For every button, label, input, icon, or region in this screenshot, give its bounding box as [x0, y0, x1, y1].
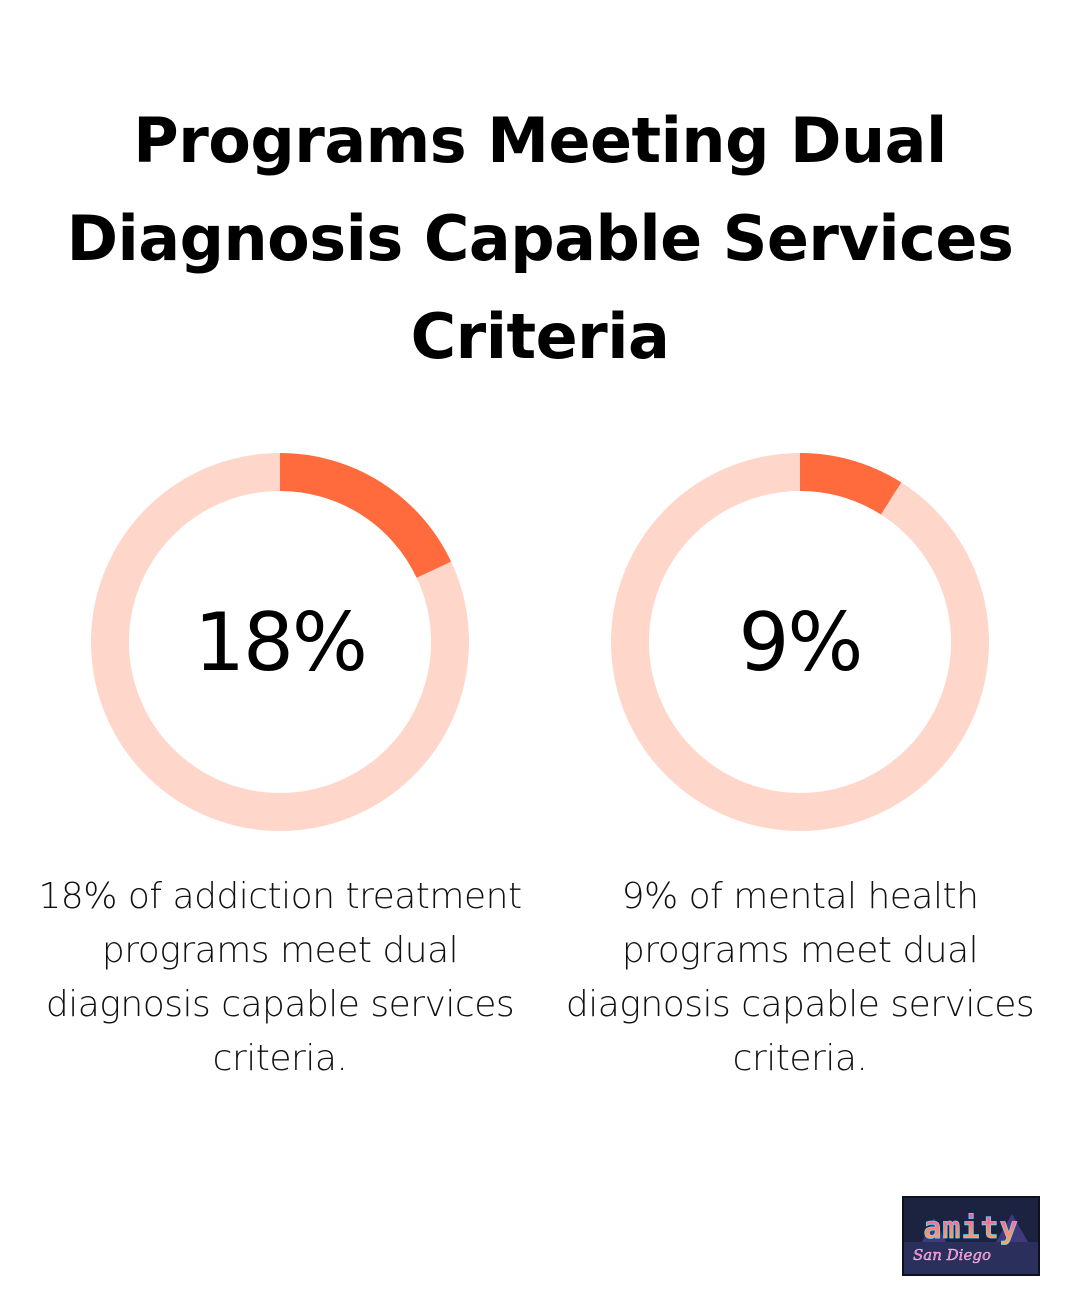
donut-value-arc	[611, 453, 989, 831]
donut-svg-addiction	[91, 453, 469, 831]
logo-wordmark: amity	[923, 1211, 1018, 1246]
chart-title: Programs Meeting Dual Diagnosis Capable …	[66, 104, 1014, 373]
donut-percentage-label: 18%	[194, 595, 368, 689]
amity-san-diego-logo: amity San Diego	[902, 1196, 1040, 1276]
logo-graphic: amity San Diego	[904, 1198, 1038, 1274]
donut-percentage-label: 9%	[738, 595, 864, 689]
donut-description-addiction: 18% of addiction treatment programs meet…	[38, 876, 522, 1079]
donut-chart-mental-health: 9%	[610, 452, 990, 832]
donut-description-mental-health: 9% of mental health programs meet dual d…	[565, 876, 1035, 1079]
donut-chart-addiction: 18%	[90, 452, 470, 832]
donut-value-arc	[91, 453, 469, 831]
donut-svg-mental-health	[611, 453, 989, 831]
logo-subtext: San Diego	[913, 1246, 991, 1264]
